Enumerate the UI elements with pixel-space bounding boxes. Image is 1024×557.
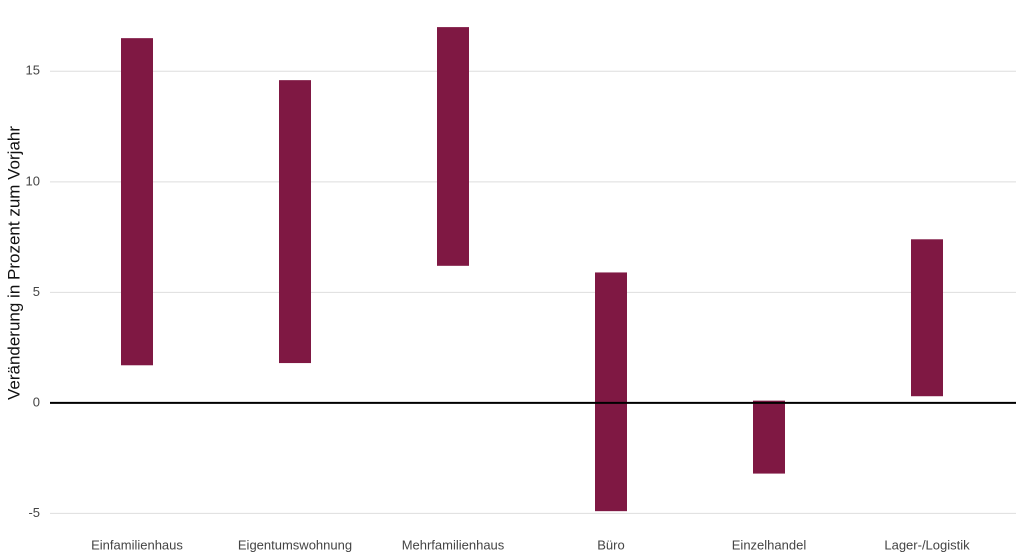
bar [279,80,311,364]
y-tick-label: 5 [33,284,40,299]
x-tick-label: Büro [597,537,624,552]
y-tick-label: 15 [26,63,40,78]
x-tick-label: Einzelhandel [732,537,807,552]
bar [911,239,943,397]
y-tick-label: 10 [26,173,40,188]
bar [753,400,785,474]
bar [595,272,627,512]
x-tick-label: Lager-/Logistik [884,537,970,552]
x-tick-label: Mehrfamilienhaus [402,537,505,552]
x-tick-label: Eigentumswohnung [238,537,352,552]
bar [437,27,469,266]
x-tick-label: Einfamilienhaus [91,537,183,552]
y-tick-label: -5 [28,505,40,520]
bar [121,38,153,366]
y-axis-title: Veränderung in Prozent zum Vorjahr [4,126,23,400]
y-tick-label: 0 [33,394,40,409]
